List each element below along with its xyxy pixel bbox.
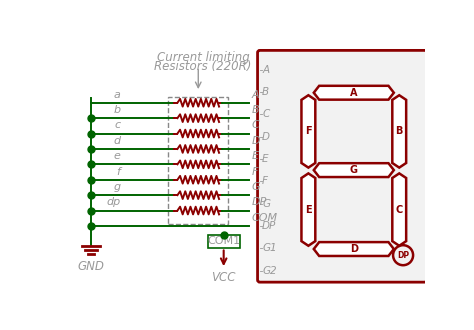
- Bar: [168, 97, 228, 224]
- Text: DP: DP: [397, 251, 409, 260]
- Text: D: D: [262, 132, 270, 142]
- Text: D: D: [251, 136, 260, 146]
- Text: d: d: [113, 136, 120, 146]
- Text: Resistors (220R): Resistors (220R): [154, 60, 252, 73]
- Text: GND: GND: [78, 260, 105, 273]
- Text: G: G: [251, 182, 260, 192]
- Text: C: C: [396, 205, 403, 214]
- Text: G: G: [262, 199, 270, 209]
- Text: A: A: [350, 88, 357, 98]
- FancyBboxPatch shape: [257, 50, 427, 282]
- Text: C: C: [262, 109, 269, 119]
- Text: B: B: [251, 105, 259, 115]
- Text: A: A: [251, 90, 259, 100]
- Text: E: E: [251, 151, 258, 161]
- Text: G1: G1: [262, 243, 277, 253]
- Polygon shape: [314, 163, 394, 177]
- Text: a: a: [114, 90, 120, 100]
- Text: D: D: [350, 244, 358, 254]
- Text: f: f: [117, 167, 120, 177]
- Text: COM: COM: [251, 213, 277, 223]
- Text: G: G: [350, 165, 358, 175]
- Text: B: B: [395, 126, 403, 136]
- Text: F: F: [262, 176, 268, 186]
- Text: DP: DP: [262, 221, 276, 231]
- Text: B: B: [262, 87, 269, 97]
- Text: c: c: [114, 120, 120, 130]
- Text: dp: dp: [106, 197, 120, 208]
- Text: Current limiting: Current limiting: [156, 51, 249, 64]
- Text: A: A: [262, 65, 269, 75]
- Text: E: E: [305, 205, 312, 214]
- Text: COM1: COM1: [207, 236, 240, 246]
- Polygon shape: [392, 173, 406, 246]
- Text: e: e: [114, 151, 120, 161]
- Text: g: g: [113, 182, 120, 192]
- Polygon shape: [301, 95, 315, 168]
- Text: F: F: [305, 126, 312, 136]
- Polygon shape: [314, 242, 394, 256]
- Text: b: b: [113, 105, 120, 115]
- Text: C: C: [251, 120, 259, 130]
- Text: DP: DP: [251, 197, 267, 208]
- Polygon shape: [392, 95, 406, 168]
- Text: E: E: [262, 154, 269, 164]
- Bar: [208, 235, 240, 248]
- Polygon shape: [301, 173, 315, 246]
- Text: G2: G2: [262, 266, 277, 276]
- Text: F: F: [251, 167, 258, 177]
- Polygon shape: [314, 86, 394, 100]
- Text: VCC: VCC: [211, 271, 236, 284]
